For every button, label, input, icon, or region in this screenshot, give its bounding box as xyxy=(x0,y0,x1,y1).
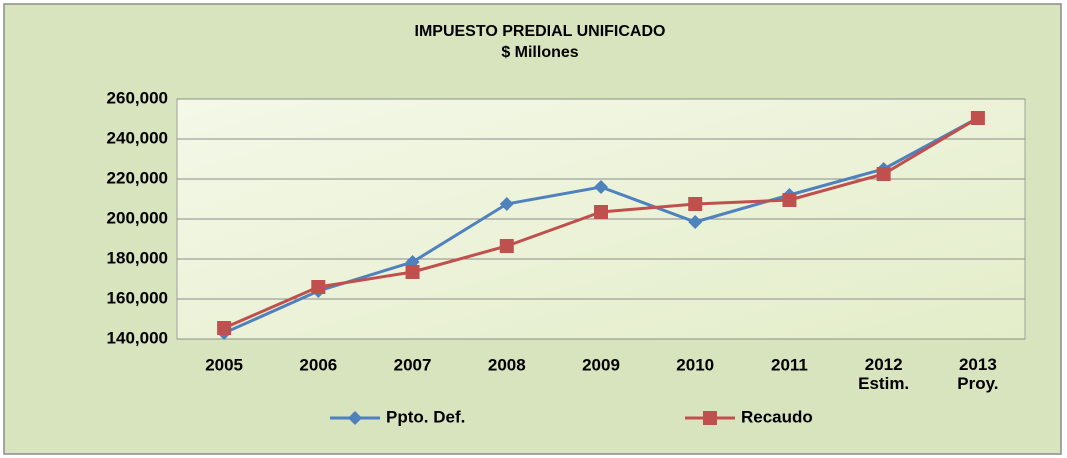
legend-label: Ppto. Def. xyxy=(386,407,465,426)
chart-subtitle: $ Millones xyxy=(501,44,578,61)
data-point xyxy=(688,197,703,211)
y-tick-label: 240,000 xyxy=(107,128,168,147)
x-tick-label: 2010 xyxy=(676,355,714,374)
data-point xyxy=(876,167,891,181)
data-point xyxy=(688,215,703,229)
y-tick-label: 180,000 xyxy=(107,248,168,267)
data-point xyxy=(594,180,608,194)
data-point xyxy=(311,280,326,294)
data-point xyxy=(594,205,608,219)
y-tick-label: 260,000 xyxy=(107,88,168,107)
data-point xyxy=(405,265,420,279)
data-point xyxy=(499,239,514,253)
y-tick-label: 160,000 xyxy=(107,288,168,307)
y-tick-label: 220,000 xyxy=(107,168,168,187)
legend-marker xyxy=(348,411,362,425)
legend-marker xyxy=(703,411,717,425)
x-tick-label: 2008 xyxy=(488,355,526,374)
data-point xyxy=(499,197,514,211)
legend-label: Recaudo xyxy=(741,407,813,426)
x-tick-label: 2013 Proy. xyxy=(957,355,998,393)
y-tick-label: 140,000 xyxy=(107,328,168,347)
x-tick-label: 2012 Estim. xyxy=(858,355,909,393)
x-tick-label: 2005 xyxy=(205,355,243,374)
x-tick-label: 2007 xyxy=(394,355,432,374)
data-point xyxy=(782,193,797,207)
x-tick-label: 2009 xyxy=(582,355,620,374)
y-tick-label: 200,000 xyxy=(107,208,168,227)
x-tick-label: 2011 xyxy=(771,355,808,374)
x-tick-label: 2006 xyxy=(299,355,337,374)
data-point xyxy=(970,111,985,125)
data-point xyxy=(217,321,232,335)
chart-title: IMPUESTO PREDIAL UNIFICADO xyxy=(415,23,666,40)
